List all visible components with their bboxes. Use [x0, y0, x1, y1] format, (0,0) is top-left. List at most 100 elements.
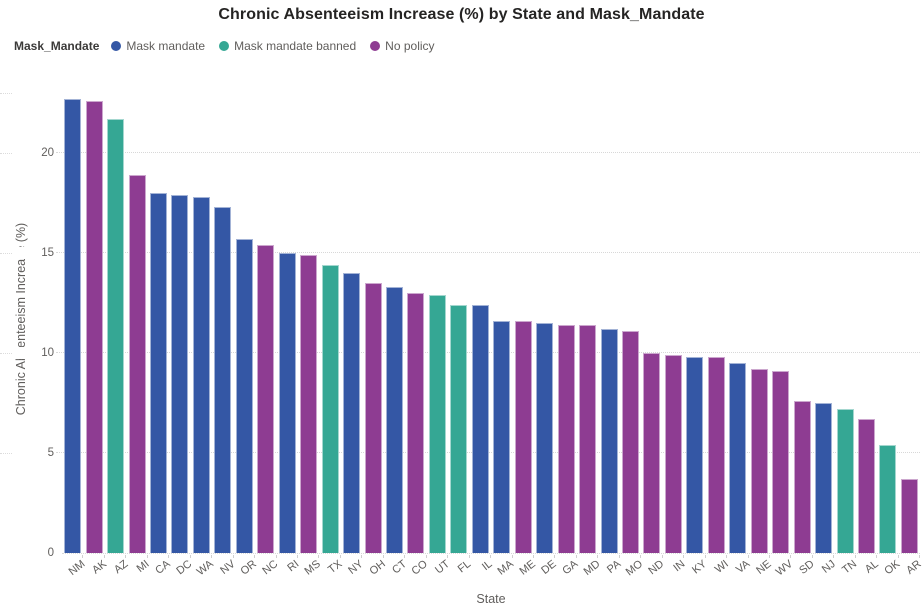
legend-item-label: Mask mandate banned — [234, 39, 357, 53]
bar-VA[interactable] — [729, 363, 747, 553]
bar-CT[interactable] — [386, 287, 404, 553]
bar-MI[interactable] — [128, 175, 146, 553]
bar-FL[interactable] — [450, 305, 468, 553]
legend: Mask_Mandate Mask mandate Mask mandate ba… — [14, 38, 435, 54]
gridline-edge-stub — [0, 253, 12, 254]
bar-MO[interactable] — [622, 331, 639, 553]
bar-ME[interactable] — [514, 321, 532, 553]
bar-AZ[interactable] — [107, 119, 125, 553]
legend-item-mask-mandate[interactable]: Mask mandate — [111, 39, 205, 53]
bar-slot: AK — [83, 85, 109, 576]
bar-slot: OH — [362, 85, 387, 578]
x-axis-label: NV — [217, 558, 238, 577]
bar-slot: DC — [169, 85, 194, 577]
x-axis-label: PA — [605, 558, 624, 576]
bar-slot: RI — [277, 85, 302, 574]
x-axis-label: MI — [134, 558, 152, 575]
bar-DC[interactable] — [171, 195, 189, 553]
legend-item-label: Mask mandate — [126, 39, 206, 53]
x-axis-label: OH — [367, 558, 388, 578]
bar-slot: WV — [770, 85, 795, 578]
bar-NC[interactable] — [257, 245, 275, 553]
bar-ND[interactable] — [643, 353, 661, 553]
x-axis-label: GA — [560, 558, 581, 578]
bar-slot: OR — [234, 85, 259, 578]
bar-NJ[interactable] — [815, 403, 833, 553]
x-axis-label: NC — [260, 558, 281, 578]
bar-slot: AZ — [105, 85, 130, 576]
x-axis-label: NE — [754, 558, 774, 577]
bar-OH[interactable] — [364, 283, 382, 553]
bar-WI[interactable] — [707, 357, 725, 553]
bar-slot: MI — [126, 85, 151, 575]
bar-KY[interactable] — [686, 357, 704, 553]
x-axis-label: SD — [797, 558, 817, 577]
bar-AK[interactable] — [85, 101, 103, 553]
x-axis-label: VA — [733, 558, 753, 576]
bar-AR[interactable] — [900, 479, 918, 553]
gridline-edge-stub — [0, 453, 12, 454]
bar-MA[interactable] — [493, 321, 511, 553]
bar-PA[interactable] — [600, 329, 618, 553]
bar-slot: CT — [384, 85, 409, 576]
bar-slot: NC — [255, 85, 280, 577]
bar-slot: NY — [341, 85, 366, 577]
bar-NM[interactable] — [64, 99, 82, 553]
bar-OR[interactable] — [235, 239, 253, 553]
bar-MD[interactable] — [579, 325, 597, 553]
x-axis-label: CO — [409, 558, 431, 578]
bar-SD[interactable] — [793, 401, 811, 553]
x-axis-label: NM — [66, 558, 88, 578]
x-axis-label: OK — [882, 558, 903, 578]
x-axis-label: ME — [517, 558, 538, 578]
bar-slot: IL — [470, 85, 495, 573]
y-axis-tick-label: 10 — [12, 347, 54, 359]
bar-MS[interactable] — [300, 255, 318, 553]
legend-item-mask-mandate-banned[interactable]: Mask mandate banned — [219, 39, 356, 53]
x-axis-label: AL — [862, 558, 881, 576]
bar-AL[interactable] — [857, 419, 875, 553]
bar-slot: FL — [448, 85, 473, 575]
bar-RI[interactable] — [278, 253, 296, 553]
bar-UT[interactable] — [428, 295, 446, 553]
bar-NV[interactable] — [214, 207, 232, 553]
bar-CO[interactable] — [407, 293, 425, 553]
bar-GA[interactable] — [557, 325, 575, 553]
bar-slot: MO — [620, 85, 645, 578]
bar-TX[interactable] — [321, 265, 339, 553]
bar-WV[interactable] — [772, 371, 790, 553]
x-axis-label: MO — [623, 558, 645, 579]
bar-slot: PA — [598, 85, 623, 576]
bar-slot: MS — [298, 85, 323, 578]
bar-NE[interactable] — [750, 369, 768, 553]
bar-OK[interactable] — [879, 445, 897, 553]
gridline-edge-stub — [0, 153, 12, 154]
bar-slot: CA — [148, 85, 173, 577]
bar-slot: UT — [427, 85, 452, 576]
x-axis-label: MD — [581, 558, 602, 578]
bar-NY[interactable] — [343, 273, 361, 553]
x-axis-label: TN — [840, 558, 860, 577]
bar-WA[interactable] — [192, 197, 210, 553]
legend-item-no-policy[interactable]: No policy — [370, 39, 435, 53]
bar-slot: KY — [684, 85, 709, 576]
bar-TN[interactable] — [836, 409, 854, 553]
gridline-edge-stub — [0, 93, 12, 94]
x-axis-label: OR — [238, 558, 259, 578]
bar-CA[interactable] — [150, 193, 168, 553]
y-axis-tick-label: 20 — [12, 147, 54, 159]
bar-IN[interactable] — [664, 355, 682, 553]
bar-slot: AL — [856, 85, 881, 576]
bar-DE[interactable] — [536, 323, 554, 553]
x-axis-label: WI — [712, 558, 731, 576]
bar-slot: NM — [62, 85, 87, 578]
x-axis-label: MA — [495, 558, 517, 578]
y-axis-tick-label: 0 — [12, 547, 54, 559]
bar-slot: ME — [513, 85, 538, 578]
x-axis-label: ND — [646, 558, 667, 578]
bar-slot: MD — [577, 85, 602, 578]
x-axis-label: FL — [455, 558, 474, 576]
bars-container: NM AK AZ MI CA DC WA NV OR NC RI MS TX NY OH CT CO UT FL IL… — [62, 85, 923, 578]
bar-IL[interactable] — [471, 305, 489, 553]
x-axis-label: IN — [671, 558, 688, 575]
